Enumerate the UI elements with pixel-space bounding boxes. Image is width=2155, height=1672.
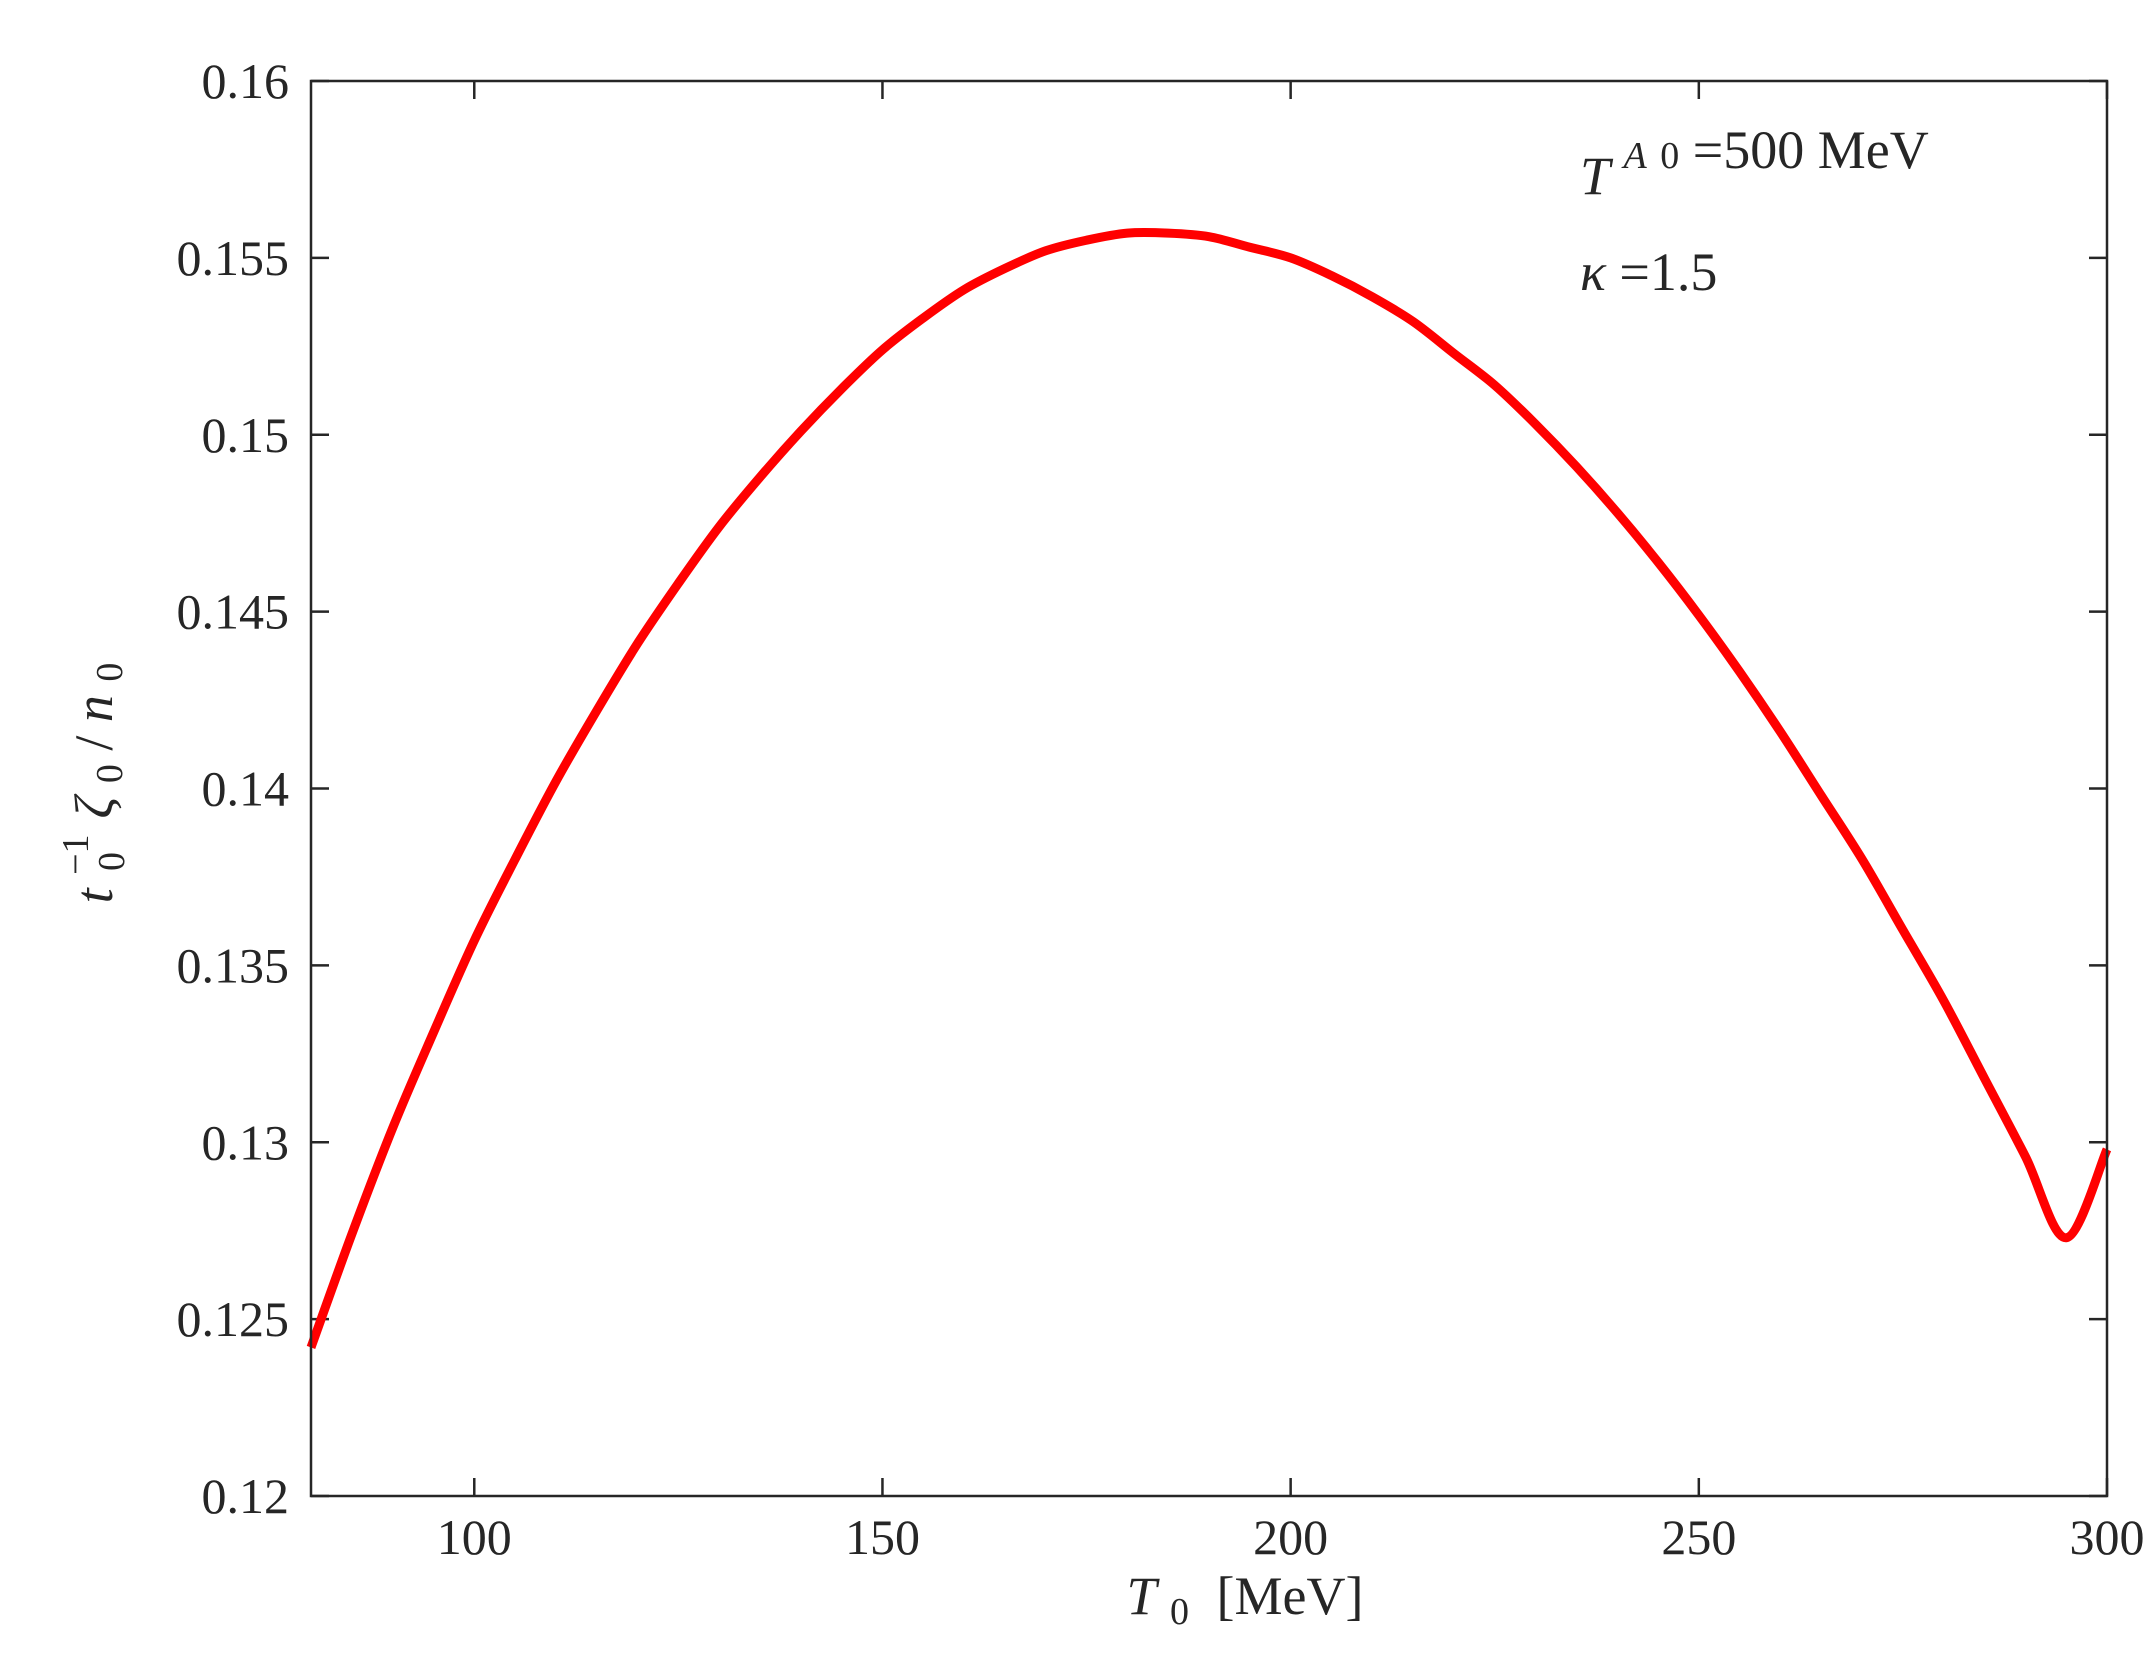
annotation-kappa-var: κ [1580, 242, 1607, 302]
y-axis-title-slash: / [64, 736, 124, 751]
x-tick-label: 100 [437, 1509, 512, 1565]
y-axis-title-n: n [64, 695, 124, 722]
annotation-kappa: κ =1.5 [1580, 242, 1717, 302]
plot-area-frame [309, 79, 2109, 1498]
x-tick-label: 200 [1253, 1509, 1328, 1565]
y-axis-title: t −1 0 ζ 0 / n 0 [40, 663, 136, 904]
annotation-temperature-var: T [1580, 146, 1614, 206]
y-tick-label: 0.155 [177, 230, 290, 286]
y-tick-label: 0.125 [177, 1291, 290, 1347]
y-axis-title-n-sub: 0 [89, 663, 131, 682]
annotation-temperature-sub: 0 [1660, 135, 1679, 177]
y-tick-label: 0.14 [202, 761, 290, 817]
y-tick-label: 0.135 [177, 937, 290, 993]
x-axis-title-var: T [1127, 1566, 1161, 1626]
series-line-0 [306, 227, 2112, 1349]
x-axis-title: T 0 [MeV] [1127, 1566, 1364, 1636]
annotation-temperature-value: =500 MeV [1693, 120, 1929, 180]
tick-labels: 100 150 200 250 300 0.12 0.125 0.13 0.135 0.14 0.1… [177, 53, 2145, 1565]
y-tick-label: 0.12 [202, 1468, 290, 1524]
y-tick-label: 0.16 [202, 53, 290, 109]
y-tick-label: 0.145 [177, 584, 290, 640]
annotation-temperature: T A 0 =500 MeV [1580, 120, 1929, 206]
y-axis-title-zeta: ζ [64, 793, 124, 818]
x-axis-title-unit: [MeV] [1217, 1566, 1364, 1626]
x-tick-label: 300 [2070, 1509, 2145, 1565]
y-tick-label: 0.13 [202, 1114, 290, 1170]
y-axis-title-t: t [64, 886, 124, 903]
y-axis-title-t-sub: 0 [91, 852, 133, 871]
y-axis-title-zeta-sub: 0 [89, 764, 131, 783]
x-tick-label: 150 [845, 1509, 920, 1565]
annotation-kappa-value: =1.5 [1619, 242, 1717, 302]
y-tick-label: 0.15 [202, 407, 290, 463]
data-series [306, 227, 2112, 1349]
annotation-temperature-sup: A [1621, 135, 1648, 177]
x-axis-title-sub: 0 [1170, 1591, 1189, 1633]
x-tick-label: 250 [1661, 1509, 1736, 1565]
